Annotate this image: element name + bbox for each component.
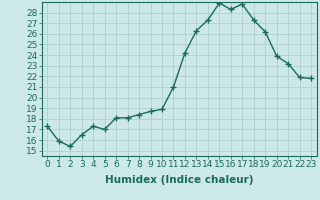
X-axis label: Humidex (Indice chaleur): Humidex (Indice chaleur) xyxy=(105,175,253,185)
